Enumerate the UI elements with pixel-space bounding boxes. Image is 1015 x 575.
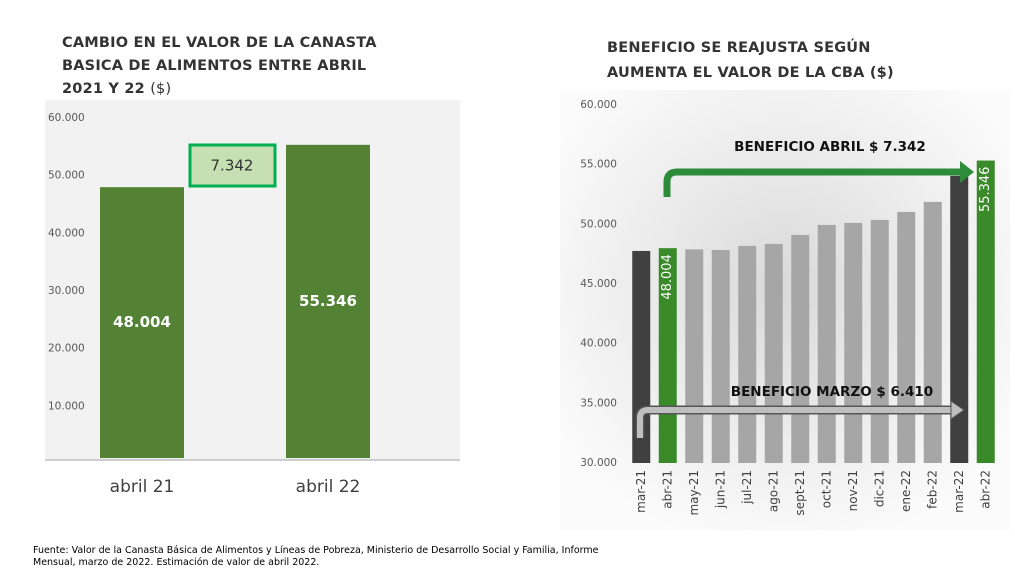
y-tick-label: 30.000: [580, 457, 617, 469]
bar: [897, 211, 916, 463]
y-tick-label: 35.000: [580, 397, 617, 409]
y-tick-label: 10.000: [48, 400, 85, 412]
title-line: BASICA DE ALIMENTOS ENTRE ABRIL: [62, 58, 367, 74]
bar: [100, 187, 184, 458]
annotation: BENEFICIO MARZO $ 6.410: [731, 384, 933, 400]
bar: [764, 243, 783, 463]
y-tick-label: 40.000: [580, 338, 617, 350]
source-line: Fuente: Valor de la Canasta Básica de Al…: [33, 545, 599, 556]
x-tick-label: abr-22: [978, 470, 992, 509]
x-tick-label: jun-21: [713, 470, 727, 509]
bar: [791, 234, 810, 463]
arrow-head: [960, 161, 974, 183]
y-tick-label: 50.000: [580, 218, 617, 230]
bar: [870, 219, 889, 463]
arrow: [637, 407, 952, 438]
x-tick-label: abr-21: [660, 470, 674, 509]
y-tick-label: 40.000: [48, 227, 85, 239]
bar: [817, 224, 836, 463]
bar: [950, 175, 969, 463]
title-line: CAMBIO EN EL VALOR DE LA CANASTA: [62, 35, 377, 51]
title-line: 2021 Y 22 ($): [62, 81, 172, 97]
x-tick-label: oct-21: [819, 470, 833, 508]
x-tick-label: sept-21: [793, 470, 807, 516]
x-tick-label: may-21: [687, 470, 701, 516]
x-tick-label: feb-22: [925, 470, 939, 509]
arrow-head: [950, 400, 965, 420]
arrow: [663, 168, 962, 197]
bar: [286, 144, 370, 458]
y-tick-label: 60.000: [48, 112, 85, 124]
title-line: BENEFICIO SE REAJUSTA SEGÚN: [607, 40, 871, 56]
bar: [738, 245, 757, 463]
x-tick-label: jul-21: [740, 470, 754, 505]
title-unit: ($): [150, 81, 172, 97]
x-tick-label: ago-21: [766, 470, 780, 512]
x-tick-label: ene-22: [899, 470, 913, 512]
y-tick-label: 55.000: [580, 159, 617, 171]
title-line: AUMENTA EL VALOR DE LA CBA ($): [607, 65, 894, 81]
bar: [844, 222, 863, 463]
annotation: BENEFICIO ABRIL $ 7.342: [734, 139, 926, 155]
chart-title: CAMBIO EN EL VALOR DE LA CANASTA BASICA D…: [62, 32, 377, 101]
x-tick-label: abril 22: [296, 477, 361, 497]
bar: [685, 249, 704, 463]
value-label: 55.346: [978, 167, 993, 213]
x-tick-label: mar-21: [634, 470, 648, 513]
x-tick-label: nov-21: [846, 470, 860, 511]
annotation-box: [188, 143, 277, 188]
source-note: Fuente: Valor de la Canasta Básica de Al…: [33, 545, 598, 569]
value-label: 48.004: [660, 254, 675, 300]
x-tick-label: mar-22: [952, 470, 966, 513]
y-tick-label: 50.000: [48, 170, 85, 182]
value-label: 48.004: [113, 313, 171, 331]
source-line: Mensual, marzo de 2022. Estimación de va…: [33, 557, 320, 568]
y-tick-label: 20.000: [48, 343, 85, 355]
bar: [923, 201, 942, 463]
value-label: 55.346: [299, 292, 357, 310]
chart-title: BENEFICIO SE REAJUSTA SEGÚN AUMENTA EL VA…: [607, 36, 894, 86]
x-tick-label: dic-21: [872, 470, 886, 507]
bar: [711, 249, 730, 463]
x-tick-label: abril 21: [110, 477, 175, 497]
annotation: 7.342: [211, 157, 254, 175]
bar: [976, 160, 995, 464]
y-tick-label: 45.000: [580, 278, 617, 290]
y-tick-label: 30.000: [48, 285, 85, 297]
background-image: [560, 90, 1010, 530]
y-tick-label: 60.000: [580, 99, 617, 111]
